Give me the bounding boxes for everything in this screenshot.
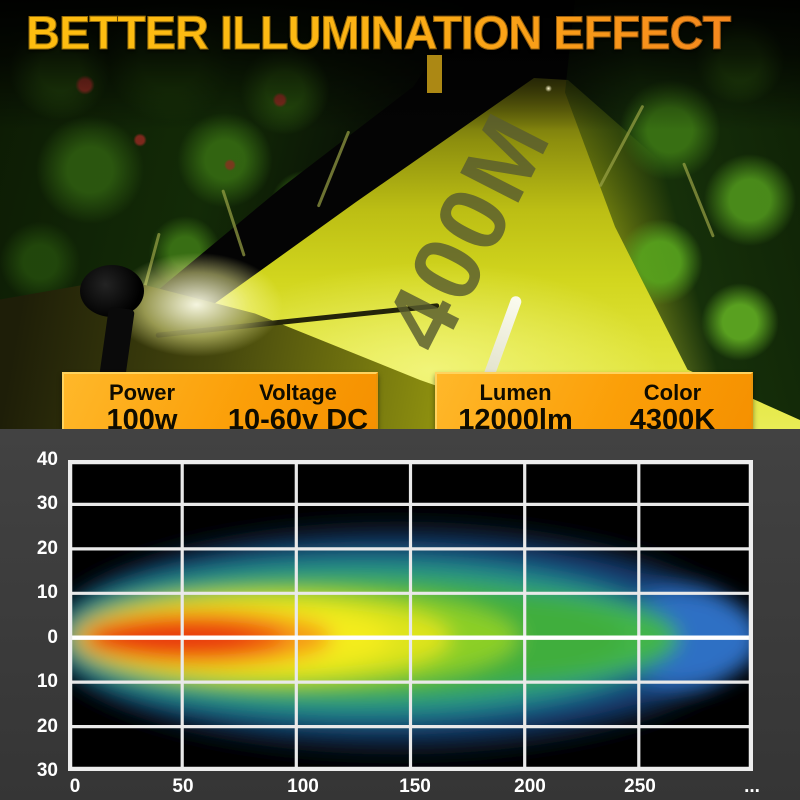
plot-border <box>67 459 754 772</box>
page-title: BETTER ILLUMINATION EFFECT <box>26 5 786 60</box>
beam-pattern-chart: 40 30 20 10 0 10 20 30 0 50 100 150 200 … <box>0 429 800 800</box>
spec-label: Power <box>108 380 176 406</box>
night-sky <box>0 0 800 130</box>
spec-label: Color <box>643 380 702 406</box>
plot-area <box>67 459 754 772</box>
spec-label: Lumen <box>479 380 552 406</box>
light-beam-glow <box>100 238 330 383</box>
x-axis-tick: ... <box>744 776 760 797</box>
beam-heatmap-svg <box>67 459 754 772</box>
y-axis-tick: 20 <box>36 716 58 737</box>
y-axis-tick: 40 <box>36 449 58 470</box>
x-axis-tick: 250 <box>624 776 656 797</box>
x-axis-tick: 200 <box>514 776 546 797</box>
spec-label: Voltage <box>259 380 337 406</box>
x-axis-tick: 0 <box>69 776 81 797</box>
x-axis-tick: 50 <box>172 776 194 797</box>
y-axis-tick: 30 <box>36 760 58 781</box>
grid-lines <box>68 460 753 771</box>
y-axis-tick: 0 <box>47 627 58 648</box>
x-axis-tick: 150 <box>399 776 431 797</box>
y-axis-tick: 20 <box>36 538 58 559</box>
y-axis-tick: 10 <box>36 582 58 603</box>
y-axis-tick: 30 <box>36 493 58 514</box>
night-road-photo: 400M <box>0 0 800 429</box>
x-axis-tick: 100 <box>287 776 319 797</box>
roadside-sign <box>427 55 442 93</box>
distant-light-dot <box>545 85 552 92</box>
y-axis-tick: 10 <box>36 671 58 692</box>
